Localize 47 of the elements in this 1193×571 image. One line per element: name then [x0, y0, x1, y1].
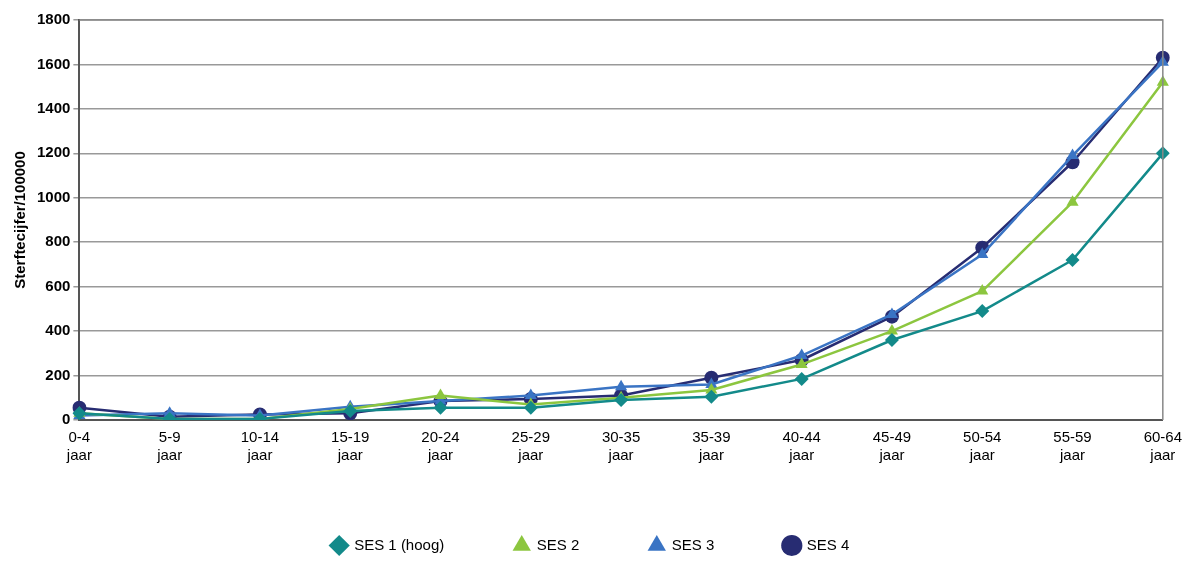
- point: [1065, 253, 1080, 267]
- y-tick-label: 400: [45, 321, 71, 339]
- point: [523, 400, 538, 415]
- legend-label: SES 4: [806, 535, 850, 553]
- point: [704, 389, 719, 404]
- y-tick-label: 0: [62, 410, 71, 428]
- point: [434, 388, 447, 400]
- point: [795, 357, 808, 368]
- point: [433, 400, 448, 415]
- x-tick-label: 10-14 jaar: [240, 428, 280, 464]
- y-tick-label: 1400: [36, 99, 71, 117]
- point: [976, 247, 989, 258]
- x-tick-label: 5-9 jaar: [156, 428, 183, 464]
- x-tick-label: 55-59 jaar: [1053, 428, 1092, 464]
- point: [976, 284, 989, 295]
- point: [524, 388, 537, 400]
- x-tick-label: 25-29 jaar: [511, 428, 550, 464]
- y-tick-label: 800: [45, 232, 71, 250]
- y-tick-label: 1200: [36, 143, 71, 161]
- legend-label: SES 1 (hoog): [354, 535, 445, 553]
- y-tick-label: 1600: [36, 54, 71, 72]
- y-tick-label: 600: [45, 276, 71, 294]
- x-tick-label: 40-44 jaar: [782, 428, 821, 464]
- point: [614, 393, 629, 407]
- x-tick-label: 50-54 jaar: [963, 428, 1002, 464]
- x-tick-label: 0-4 jaar: [65, 428, 92, 464]
- point: [1066, 195, 1079, 206]
- point: [885, 324, 899, 335]
- point: [975, 304, 990, 319]
- x-tick-label: 30-35 jaar: [601, 428, 641, 464]
- x-tick-label: 15-19 jaar: [331, 428, 370, 464]
- point: [884, 333, 899, 347]
- y-tick-label: 1000: [36, 187, 71, 205]
- y-axis-title: Sterftecijfer/100000: [11, 151, 29, 289]
- x-tick-label: 60-64 jaar: [1143, 428, 1183, 464]
- y-tick-label: 200: [45, 365, 71, 383]
- point: [795, 348, 808, 360]
- legend-label: SES 3: [671, 535, 715, 553]
- point: [1066, 148, 1079, 160]
- x-tick-label: 20-24 jaar: [421, 428, 460, 464]
- point: [794, 371, 809, 386]
- x-tick-label: 45-49 jaar: [872, 428, 912, 464]
- point: [615, 379, 628, 391]
- x-tick-label: 35-39 jaar: [692, 428, 731, 464]
- legend-label: SES 2: [536, 535, 580, 553]
- y-tick-label: 1800: [36, 10, 71, 28]
- point: [885, 307, 899, 318]
